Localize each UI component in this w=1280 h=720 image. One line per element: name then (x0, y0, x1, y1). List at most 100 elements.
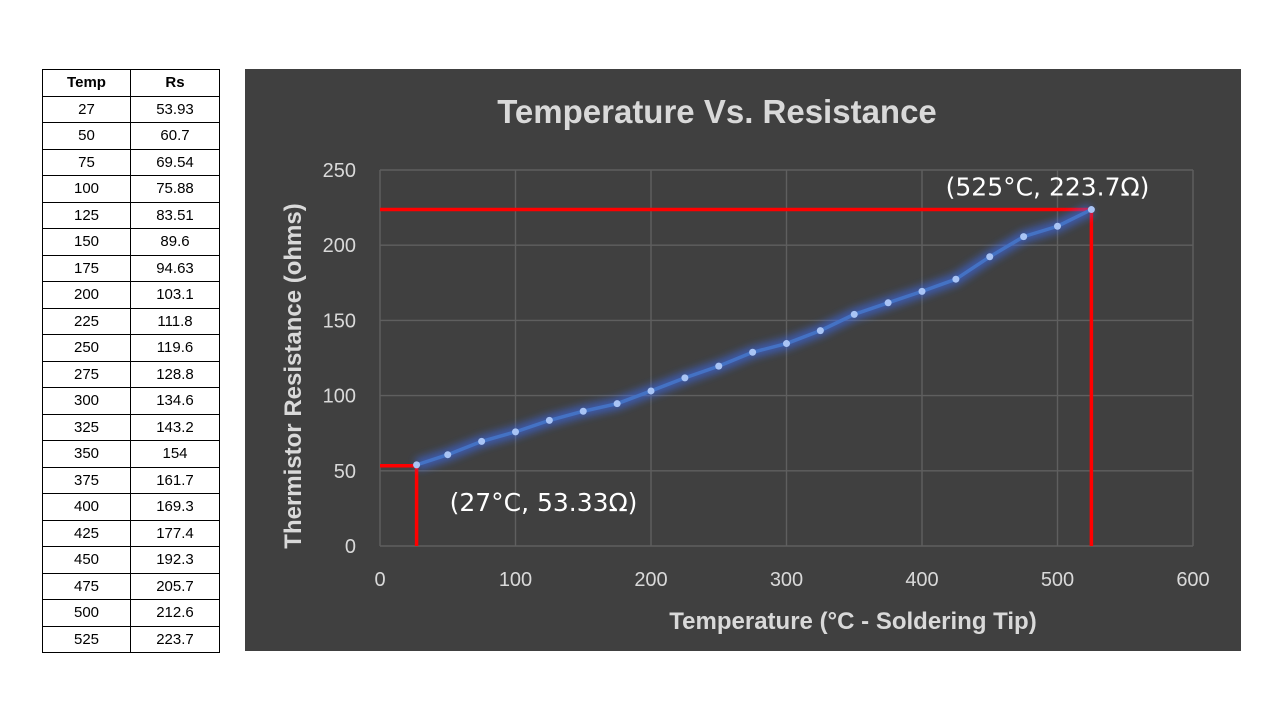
data-point (647, 387, 655, 395)
table-row: 175 94.63 (42, 254, 220, 282)
y-tick-label: 150 (323, 310, 356, 332)
temp-cell: 450 (42, 546, 131, 574)
data-point (545, 416, 553, 424)
data-point (681, 374, 689, 382)
rs-cell: 69.54 (130, 148, 220, 176)
table-row: 525 223.7 (42, 625, 220, 653)
table-row: 300 134.6 (42, 387, 220, 415)
chart-panel: Temperature Vs. Resistance 0 50 100 150 200 2… (245, 69, 1241, 651)
data-point (850, 310, 858, 318)
annotations: (27°C, 53.33Ω) (525°C, 223.7Ω) (450, 173, 1150, 517)
data-point (613, 400, 621, 408)
table-row: 425 177.4 (42, 519, 220, 547)
table-row: 125 83.51 (42, 201, 220, 229)
rs-cell: 154 (130, 440, 220, 468)
header-rs: Rs (130, 69, 220, 97)
temp-cell: 275 (42, 360, 131, 388)
chart-title: Temperature Vs. Resistance (497, 93, 937, 130)
temp-cell: 100 (42, 175, 131, 203)
rs-cell: 128.8 (130, 360, 220, 388)
table-row: 200 103.1 (42, 281, 220, 309)
table-row: 325 143.2 (42, 413, 220, 441)
grid-lines (379, 169, 1194, 547)
temp-cell: 300 (42, 387, 131, 415)
data-point (918, 287, 926, 295)
table-row: 400 169.3 (42, 493, 220, 521)
rs-cell: 60.7 (130, 122, 220, 150)
table-row: 50 60.7 (42, 122, 220, 150)
data-point (512, 428, 519, 436)
temp-cell: 375 (42, 466, 131, 494)
rs-cell: 94.63 (130, 254, 220, 282)
rs-cell: 53.93 (130, 95, 220, 123)
data-point (783, 340, 790, 348)
table-body: 27 53.93 50 60.7 75 69.54 100 75.88 125 83.51 150 8… (42, 95, 220, 653)
rs-cell: 169.3 (130, 493, 220, 521)
table-row: 275 128.8 (42, 360, 220, 388)
y-axis-ticks: 0 50 100 150 200 250 (323, 160, 356, 558)
temp-cell: 400 (42, 493, 131, 521)
x-tick-label: 600 (1176, 569, 1209, 591)
line-chart: Temperature Vs. Resistance 0 50 100 150 200 2… (280, 93, 1210, 635)
data-point (1054, 222, 1061, 230)
table-row: 100 75.88 (42, 175, 220, 203)
y-tick-label: 250 (323, 160, 356, 182)
rs-cell: 111.8 (130, 307, 220, 335)
table-row: 75 69.54 (42, 148, 220, 176)
x-tick-label: 200 (634, 569, 667, 591)
rs-cell: 83.51 (130, 201, 220, 229)
rs-cell: 134.6 (130, 387, 220, 415)
temp-cell: 250 (42, 334, 131, 362)
table-row: 350 154 (42, 440, 220, 468)
y-tick-label: 200 (323, 235, 356, 257)
temp-cell: 27 (42, 95, 131, 123)
data-point (1020, 233, 1028, 241)
rs-cell: 212.6 (130, 599, 220, 627)
temp-cell: 200 (42, 281, 131, 309)
temp-cell: 325 (42, 413, 131, 441)
data-point (478, 437, 486, 445)
reference-line (380, 464, 419, 546)
table-row: 225 111.8 (42, 307, 220, 335)
temp-cell: 525 (42, 625, 131, 653)
table-row: 450 192.3 (42, 546, 220, 574)
data-point (986, 253, 994, 261)
annotation-label: (27°C, 53.33Ω) (450, 488, 638, 517)
temp-cell: 125 (42, 201, 131, 229)
data-point (884, 299, 892, 307)
y-tick-label: 50 (334, 461, 356, 483)
data-point (749, 348, 757, 356)
data-point (1087, 206, 1095, 214)
data-point (413, 461, 421, 469)
rs-cell: 143.2 (130, 413, 220, 441)
temp-cell: 175 (42, 254, 131, 282)
x-axis-title: Temperature (°C - Soldering Tip) (669, 608, 1036, 635)
table-row: 250 119.6 (42, 334, 220, 362)
temp-cell: 50 (42, 122, 131, 150)
rs-cell: 89.6 (130, 228, 220, 256)
data-point (579, 407, 587, 415)
temp-cell: 425 (42, 519, 131, 547)
header-temp: Temp (42, 69, 131, 97)
series-glow (414, 204, 1095, 471)
temp-cell: 500 (42, 599, 131, 627)
data-point (444, 451, 452, 459)
annotation-label: (525°C, 223.7Ω) (946, 173, 1150, 202)
temp-cell: 150 (42, 228, 131, 256)
table-row: 375 161.7 (42, 466, 220, 494)
temp-cell: 225 (42, 307, 131, 335)
rs-cell: 119.6 (130, 334, 220, 362)
temp-cell: 350 (42, 440, 131, 468)
rs-cell: 177.4 (130, 519, 220, 547)
temp-cell: 475 (42, 572, 131, 600)
rs-cell: 75.88 (130, 175, 220, 203)
rs-cell: 161.7 (130, 466, 220, 494)
rs-cell: 103.1 (130, 281, 220, 309)
table-row: 27 53.93 (42, 95, 220, 123)
series-layer (413, 204, 1095, 471)
rs-cell: 205.7 (130, 572, 220, 600)
x-tick-label: 100 (499, 569, 532, 591)
table-row: 150 89.6 (42, 228, 220, 256)
rs-cell: 192.3 (130, 546, 220, 574)
x-tick-label: 0 (374, 569, 385, 591)
